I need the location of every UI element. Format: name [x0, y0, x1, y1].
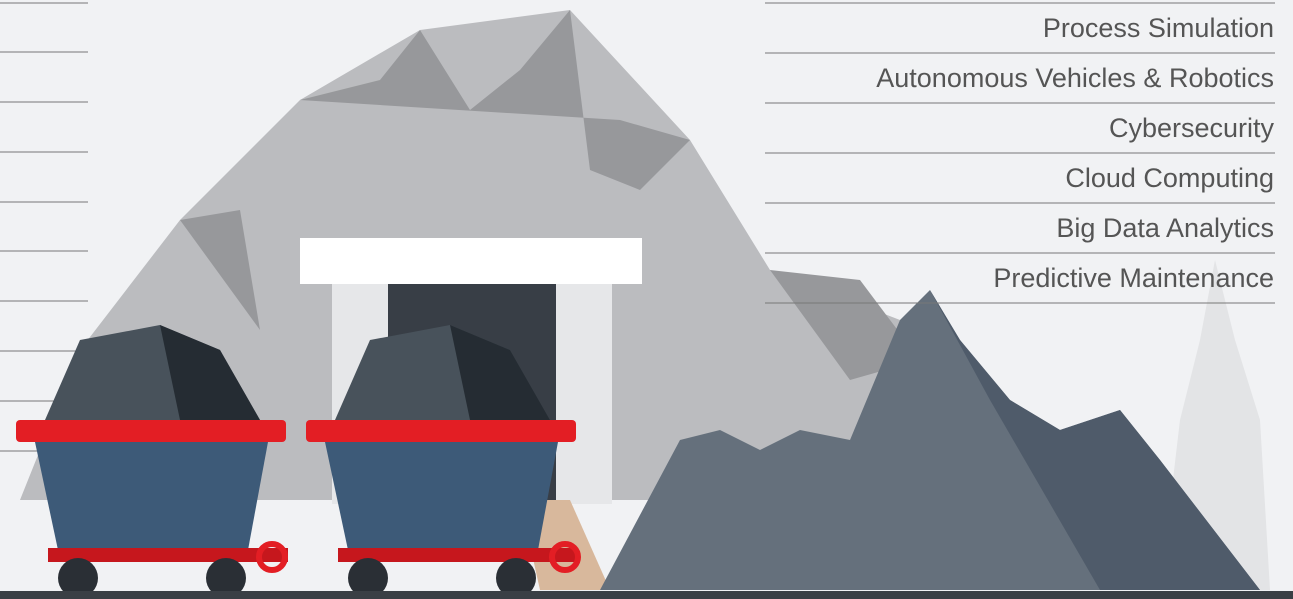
mountain-shade	[300, 10, 690, 190]
list-item: Process Simulation	[1043, 13, 1274, 43]
list-item: Autonomous Vehicles & Robotics	[876, 63, 1274, 93]
cart	[16, 325, 288, 598]
coupler	[256, 541, 288, 573]
list-item: Predictive Maintenance	[993, 263, 1274, 293]
list-item: Cloud Computing	[1065, 163, 1274, 193]
mine-lintel	[300, 238, 642, 284]
list: Process Simulation Autonomous Vehicles & …	[765, 2, 1275, 304]
list-item: Cybersecurity	[1109, 113, 1275, 143]
mountain-shade	[180, 210, 260, 330]
rock-pile-shade	[930, 290, 1260, 590]
ground	[0, 591, 1293, 599]
cart	[306, 325, 581, 598]
list-item: Big Data Analytics	[1056, 213, 1274, 243]
mountain-shade	[770, 270, 920, 380]
